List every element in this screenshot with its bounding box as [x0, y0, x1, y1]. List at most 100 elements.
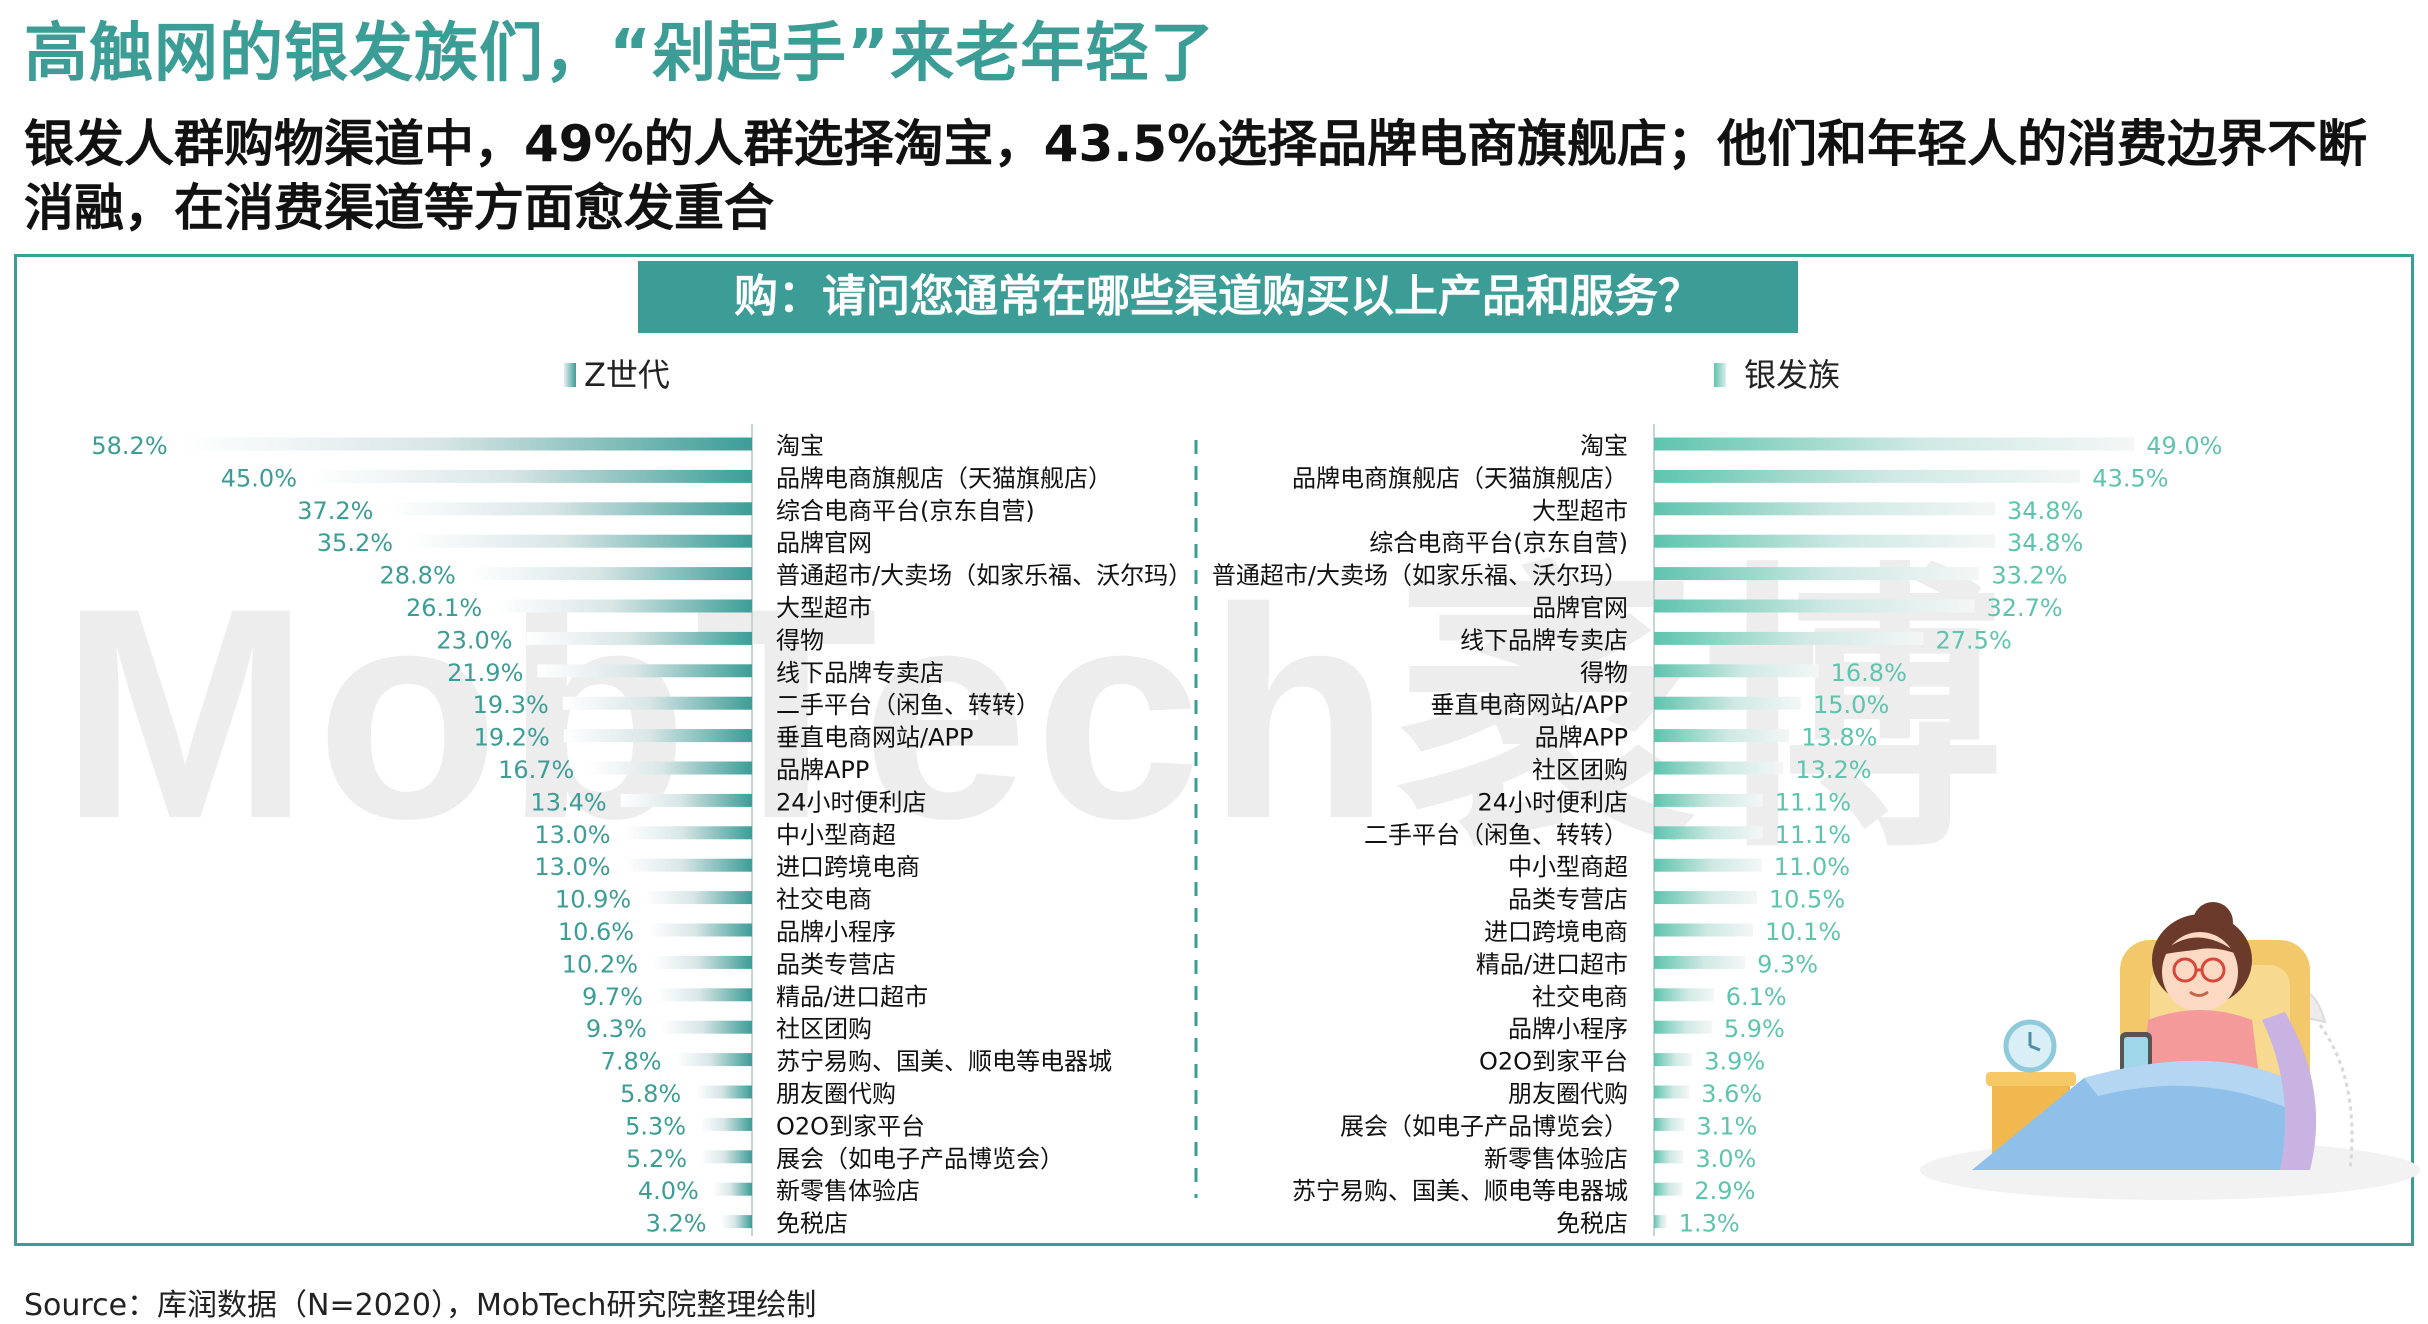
silver-category-label: 社交电商: [1532, 983, 1628, 1011]
silver-bar: [1654, 955, 1746, 969]
z-gen-bar: [624, 858, 752, 872]
z-gen-value-label: 10.2%: [562, 950, 638, 978]
silver-value-label: 6.1%: [1726, 983, 1787, 1011]
z-gen-bar: [407, 534, 752, 548]
silver-value-label: 34.8%: [2007, 497, 2083, 525]
silver-category-label: 品牌小程序: [1508, 1015, 1628, 1043]
silver-value-label: 43.5%: [2092, 464, 2168, 492]
silver-bar: [1654, 1085, 1690, 1099]
z-gen-value-label: 21.9%: [447, 659, 523, 687]
silver-value-label: 3.9%: [1704, 1048, 1765, 1076]
z-gen-category-label: 社交电商: [776, 886, 872, 914]
silver-bar: [1654, 631, 1924, 645]
z-gen-category-label: 综合电商平台(京东自营): [776, 497, 1035, 525]
z-gen-value-label: 13.0%: [534, 853, 610, 881]
z-gen-bar: [563, 729, 752, 743]
z-gen-category-label: 朋友圈代购: [776, 1080, 896, 1108]
z-gen-category-label: 进口跨境电商: [776, 853, 920, 881]
z-gen-value-label: 5.3%: [625, 1112, 686, 1140]
z-gen-category-label: 垂直电商网站/APP: [776, 724, 973, 752]
z-gen-bar: [645, 891, 752, 905]
z-gen-category-label: 社区团购: [776, 1015, 872, 1043]
z-gen-value-label: 4.0%: [638, 1177, 699, 1205]
z-gen-category-label: 中小型商超: [776, 821, 896, 849]
silver-category-label: 品牌官网: [1532, 594, 1628, 622]
silver-value-label: 10.1%: [1765, 918, 1841, 946]
z-gen-bar: [496, 599, 752, 613]
z-gen-category-label: 二手平台（闲鱼、转转）: [776, 691, 1040, 719]
z-gen-bar: [387, 502, 752, 516]
z-gen-value-label: 58.2%: [91, 432, 167, 460]
z-gen-bar: [675, 1053, 752, 1067]
z-gen-category-label: 品牌小程序: [776, 918, 896, 946]
silver-value-label: 2.9%: [1694, 1177, 1755, 1205]
z-gen-bar: [469, 567, 752, 581]
silver-value-label: 13.8%: [1801, 724, 1877, 752]
silver-value-label: 32.7%: [1986, 594, 2062, 622]
silver-value-label: 3.1%: [1696, 1112, 1757, 1140]
z-gen-bar: [720, 1215, 752, 1229]
z-gen-category-label: 品牌官网: [776, 529, 872, 557]
silver-bar: [1654, 729, 1790, 743]
z-gen-value-label: 35.2%: [317, 529, 393, 557]
silver-value-label: 5.9%: [1724, 1015, 1785, 1043]
z-gen-value-label: 5.8%: [620, 1080, 681, 1108]
z-gen-bar: [181, 437, 752, 451]
silver-category-label: 线下品牌专卖店: [1460, 626, 1628, 654]
silver-bar: [1654, 793, 1763, 807]
silver-value-label: 13.2%: [1795, 756, 1871, 784]
source-note: Source：库润数据（N=2020），MobTech研究院整理绘制: [24, 1288, 817, 1323]
silver-bar: [1654, 923, 1753, 937]
legend-label-z: Z世代: [584, 356, 670, 394]
z-gen-category-label: 精品/进口超市: [776, 983, 928, 1011]
silver-value-label: 3.0%: [1695, 1145, 1756, 1173]
z-gen-category-label: 淘宝: [776, 432, 824, 460]
legend-label-silver: 银发族: [1744, 356, 1840, 394]
silver-value-label: 15.0%: [1813, 691, 1889, 719]
silver-category-label: 精品/进口超市: [1476, 950, 1628, 978]
silver-bar: [1654, 599, 1975, 613]
z-gen-bar: [701, 1150, 752, 1164]
silver-bar: [1654, 437, 2135, 451]
z-gen-category-label: 24小时便利店: [776, 788, 927, 816]
z-gen-value-label: 19.3%: [473, 691, 549, 719]
silver-value-label: 11.1%: [1775, 821, 1851, 849]
z-gen-value-label: 13.0%: [534, 821, 610, 849]
silver-category-label: 展会（如电子产品博览会）: [1340, 1112, 1628, 1140]
chart-frame: [14, 254, 2414, 1246]
z-gen-category-label: 大型超市: [776, 594, 872, 622]
silver-category-label: 大型超市: [1532, 497, 1628, 525]
question-banner: 购：请问您通常在哪些渠道购买以上产品和服务？: [638, 261, 1798, 333]
silver-category-label: 免税店: [1556, 1210, 1628, 1238]
silver-bar: [1654, 469, 2081, 483]
z-gen-category-label: 得物: [776, 626, 824, 654]
silver-bar: [1654, 826, 1763, 840]
z-gen-value-label: 7.8%: [601, 1048, 662, 1076]
silver-value-label: 27.5%: [1936, 626, 2012, 654]
z-gen-bar: [526, 631, 752, 645]
legend-swatch-z: [564, 363, 576, 387]
z-gen-value-label: 45.0%: [221, 464, 297, 492]
z-gen-value-label: 19.2%: [474, 724, 550, 752]
z-gen-bar: [700, 1117, 752, 1131]
silver-value-label: 9.3%: [1757, 950, 1818, 978]
z-gen-category-label: 品类专营店: [776, 950, 896, 978]
silver-category-label: 进口跨境电商: [1484, 918, 1628, 946]
silver-category-label: 品牌APP: [1535, 724, 1628, 752]
z-gen-value-label: 5.2%: [626, 1145, 687, 1173]
z-gen-value-label: 13.4%: [530, 788, 606, 816]
z-gen-value-label: 26.1%: [406, 594, 482, 622]
silver-category-label: 综合电商平台(京东自营): [1369, 529, 1628, 557]
silver-category-label: 淘宝: [1580, 432, 1628, 460]
z-gen-bar: [656, 988, 752, 1002]
z-gen-category-label: 品牌电商旗舰店（天猫旗舰店）: [776, 464, 1112, 492]
silver-bar: [1654, 891, 1757, 905]
z-gen-value-label: 10.9%: [555, 886, 631, 914]
silver-category-label: 新零售体验店: [1484, 1145, 1628, 1173]
silver-category-label: 品牌电商旗舰店（天猫旗舰店）: [1292, 464, 1628, 492]
silver-bar: [1654, 567, 1980, 581]
silver-bar: [1654, 1150, 1684, 1164]
z-gen-category-label: 普通超市/大卖场（如家乐福、沃尔玛）: [776, 562, 1192, 590]
z-gen-bar: [537, 664, 752, 678]
